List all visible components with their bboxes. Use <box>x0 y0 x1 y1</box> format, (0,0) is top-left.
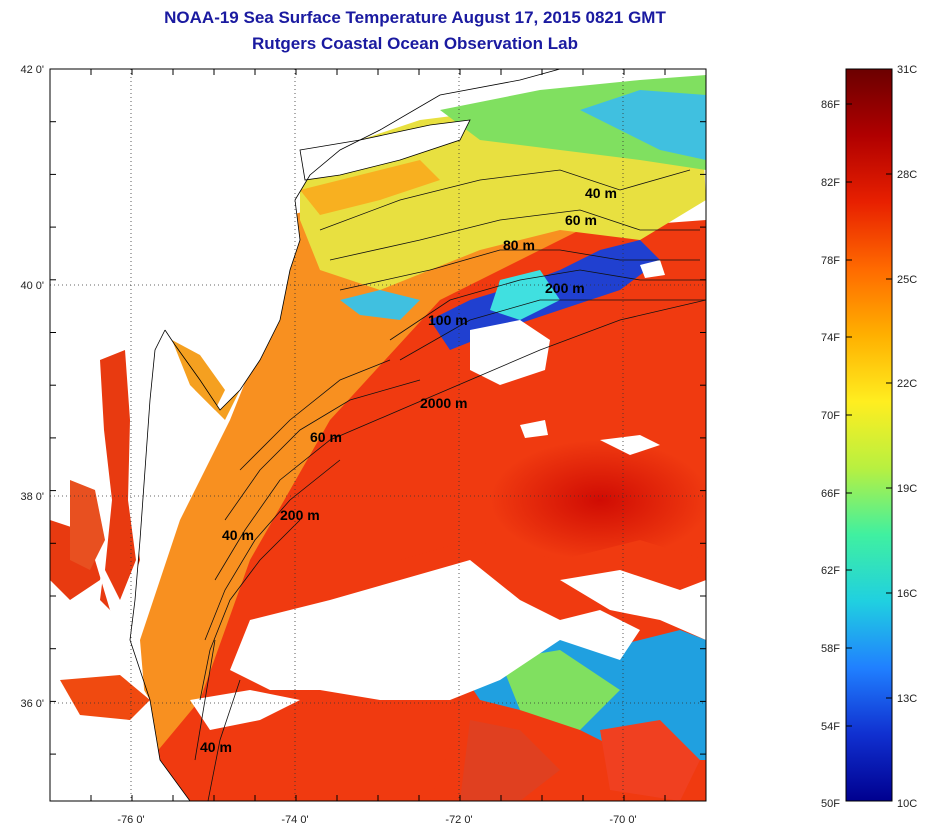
depth-label: 40 m <box>200 739 232 755</box>
depth-label: 40 m <box>585 185 617 201</box>
colorbar-c-label: 28C <box>897 169 917 181</box>
map-title: NOAA-19 Sea Surface Temperature August 1… <box>164 8 666 27</box>
coastline <box>129 69 561 801</box>
colorbar-c-label: 10C <box>897 798 917 810</box>
depth-label: 200 m <box>545 280 585 296</box>
lon-tick-label: -76 0' <box>117 814 144 826</box>
colorbar-c-label: 16C <box>897 588 917 600</box>
colorbar-f-label: 86F <box>821 99 840 111</box>
colorbar-f-label: 74F <box>821 332 840 344</box>
lon-tick-label: -72 0' <box>445 814 472 826</box>
colorbar-c-label: 13C <box>897 693 917 705</box>
lat-tick-label: 38 0' <box>20 491 44 503</box>
colorbar-c-label: 25C <box>897 274 917 286</box>
depth-contours <box>194 169 706 801</box>
colorbar-c-label: 19C <box>897 483 917 495</box>
depth-label: 100 m <box>428 312 468 328</box>
colorbar-f-label: 78F <box>821 255 840 267</box>
colorbar-f-label: 66F <box>821 488 840 500</box>
lon-tick-label: -74 0' <box>281 814 308 826</box>
colorbar-c-label: 22C <box>897 378 917 390</box>
colorbar-f-label: 70F <box>821 410 840 422</box>
colorbar-f-label: 50F <box>821 798 840 810</box>
colorbar-f-label: 54F <box>821 721 840 733</box>
depth-label: 40 m <box>222 527 254 543</box>
depth-label: 60 m <box>565 212 597 228</box>
frame-ticks <box>49 68 707 801</box>
lat-tick-label: 42 0' <box>20 64 44 76</box>
sst-field <box>50 69 706 801</box>
depth-label: 60 m <box>310 429 342 445</box>
colorbar-c-label: 31C <box>897 64 917 76</box>
depth-label: 2000 m <box>420 395 467 411</box>
colorbar-f-label: 58F <box>821 643 840 655</box>
lon-tick-label: -70 0' <box>609 814 636 826</box>
colorbar-ticks <box>846 103 892 727</box>
map-subtitle: Rutgers Coastal Ocean Observation Lab <box>252 34 578 53</box>
lat-tick-label: 40 0' <box>20 280 44 292</box>
lat-tick-label: 36 0' <box>20 698 44 710</box>
colorbar <box>845 68 893 802</box>
colorbar-f-label: 62F <box>821 565 840 577</box>
depth-label: 200 m <box>280 507 320 523</box>
colorbar-f-label: 82F <box>821 177 840 189</box>
depth-label: 80 m <box>503 237 535 253</box>
graticule <box>50 69 706 801</box>
